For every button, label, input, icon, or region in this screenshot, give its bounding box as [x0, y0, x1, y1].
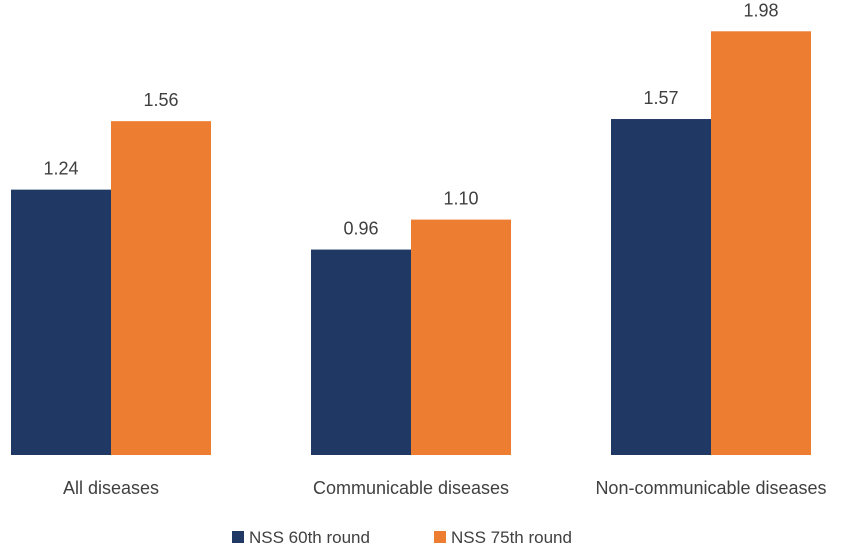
data-label-nss75-0: 1.56	[143, 90, 178, 110]
category-label-0: All diseases	[63, 478, 159, 498]
category-label-1: Communicable diseases	[313, 478, 509, 498]
data-label-nss60-2: 1.57	[643, 88, 678, 108]
bar-nss75-2	[711, 31, 811, 456]
data-label-nss60-1: 0.96	[343, 219, 378, 239]
bar-nss75-0	[111, 121, 211, 455]
bar-nss60-1	[311, 249, 411, 455]
legend-label-nss75: NSS 75th round	[451, 528, 572, 547]
data-label-nss75-2: 1.98	[743, 0, 778, 20]
data-label-nss60-0: 1.24	[43, 159, 78, 179]
bar-nss60-0	[11, 189, 111, 455]
category-labels-layer: All diseases Communicable diseases Non-com…	[63, 478, 827, 498]
bars-layer	[11, 31, 811, 456]
category-label-2: Non-communicable diseases	[595, 478, 826, 498]
legend-label-nss60: NSS 60th round	[249, 528, 370, 547]
bar-nss60-2	[611, 119, 711, 456]
value-labels-layer: 1.24 1.56 0.96 1.10 1.57 1.98	[43, 0, 778, 238]
legend: NSS 60th round NSS 75th round	[232, 528, 572, 547]
bar-nss75-1	[411, 219, 511, 455]
legend-swatch-nss75	[434, 531, 446, 543]
data-label-nss75-1: 1.10	[443, 189, 478, 209]
legend-swatch-nss60	[232, 531, 244, 543]
